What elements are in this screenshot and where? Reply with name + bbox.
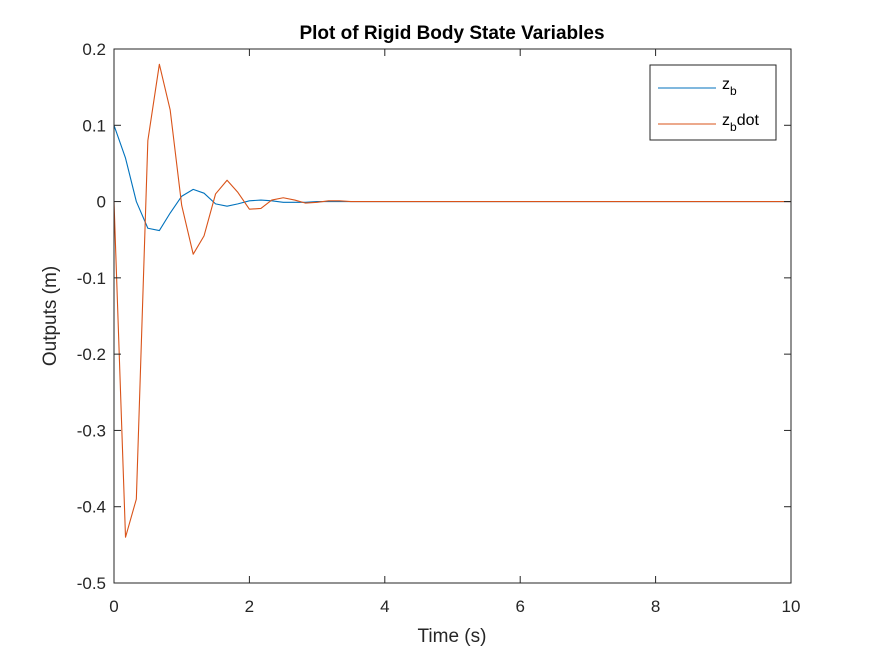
y-tick-label: -0.1 — [77, 269, 106, 288]
x-tick-label: 4 — [380, 597, 389, 616]
y-tick-label: 0.1 — [82, 116, 106, 135]
legend-label-main: z — [722, 112, 730, 129]
legend-label-main: z — [722, 76, 730, 93]
legend-label: zb — [722, 76, 737, 98]
x-axis-label: Time (s) — [418, 626, 487, 647]
legend-item: zb — [658, 76, 737, 98]
y-tick-label: 0 — [97, 193, 106, 212]
y-tick-label: -0.5 — [77, 574, 106, 593]
legend-box — [649, 64, 777, 141]
x-tick-label: 8 — [651, 597, 660, 616]
legend-label-subscript: b — [730, 84, 737, 98]
x-tick-label: 2 — [245, 597, 254, 616]
chart-title: Plot of Rigid Body State Variables — [299, 23, 604, 44]
legend-label-subscript: b — [730, 120, 737, 134]
legend-label: zbdot — [722, 112, 759, 134]
plot-frame — [113, 48, 792, 584]
x-tick-label: 6 — [515, 597, 524, 616]
y-tick-label: -0.2 — [77, 345, 106, 364]
series-line-1 — [113, 63, 791, 538]
y-tick-label: 0.2 — [82, 40, 106, 59]
y-axis-label: Outputs (m) — [40, 266, 61, 366]
legend-item: zbdot — [658, 112, 759, 134]
y-tick-label: -0.4 — [77, 498, 106, 517]
y-tick-label: -0.3 — [77, 421, 106, 440]
x-tick-label: 10 — [782, 597, 801, 616]
x-tick-label: 0 — [109, 597, 118, 616]
legend-label-suffix: dot — [737, 112, 760, 129]
tick-layer: 0 2 4 6 8 10 0.2 0.1 0 -0.1 -0.2 -0.3 -0.4 -0.5 — [77, 40, 801, 616]
series-layer — [113, 63, 791, 538]
